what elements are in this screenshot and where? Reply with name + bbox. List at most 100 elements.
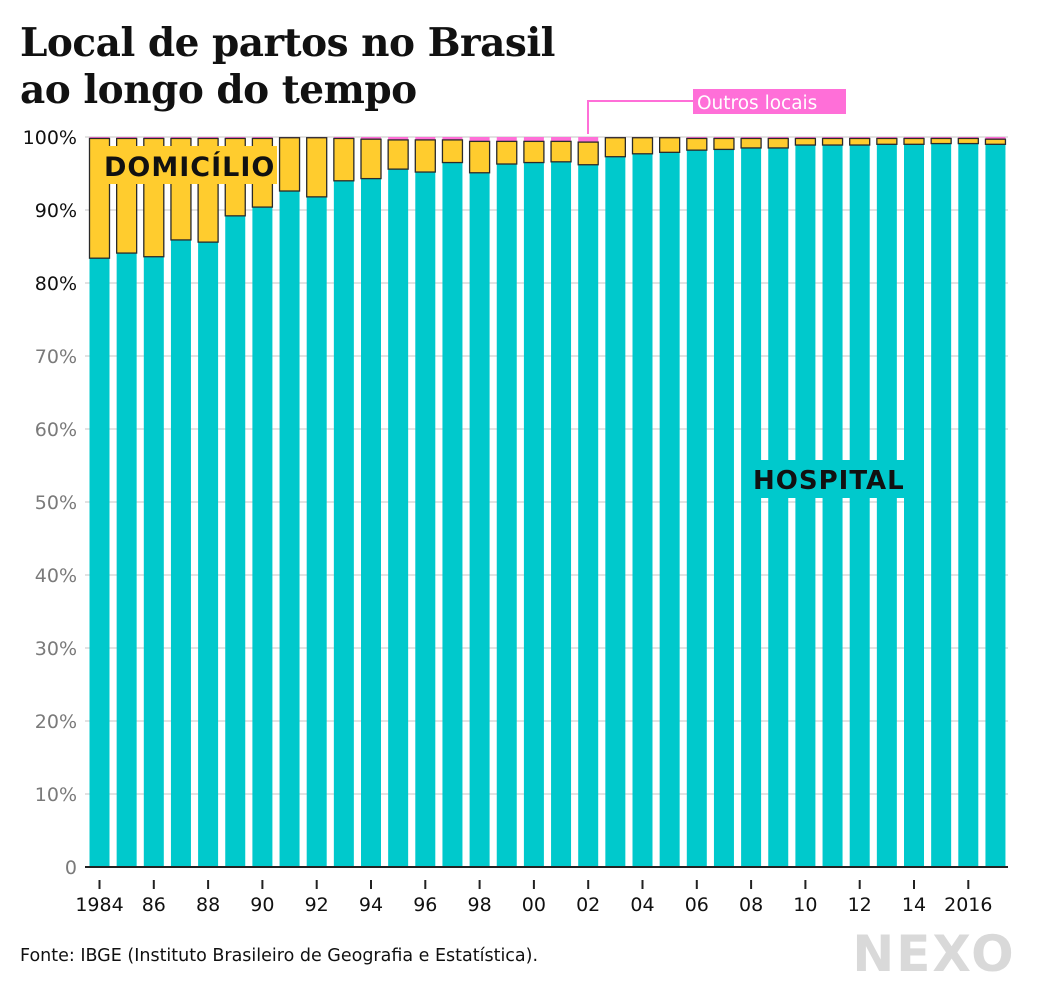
bar-segment-outros <box>198 137 219 139</box>
bar-segment-domicilio <box>360 138 382 180</box>
y-tick-label: 20% <box>35 711 77 733</box>
x-tick-label: 00 <box>522 894 546 916</box>
bar-segment-domicilio <box>441 139 464 164</box>
bar-segment-hospital <box>279 191 300 867</box>
x-tick-label: 14 <box>902 894 926 916</box>
bar-segment-outros <box>795 137 816 139</box>
bar-segment-outros <box>361 137 381 140</box>
bar-2008 <box>740 137 762 867</box>
bar-2007 <box>713 137 735 867</box>
bar-segment-hospital <box>116 253 137 867</box>
bars <box>88 137 1007 868</box>
bar-segment-outros <box>89 137 110 139</box>
bar-2012 <box>849 137 871 867</box>
bar-2011 <box>821 137 844 867</box>
bar-segment-domicilio <box>686 137 708 151</box>
bar-segment-outros <box>849 137 870 139</box>
bar-2005 <box>659 137 681 867</box>
bar-segment-hospital <box>904 144 924 868</box>
bar-segment-outros <box>252 137 273 139</box>
chart-title: Local de partos no Brasil ao longo do te… <box>20 20 555 114</box>
bar-segment-outros <box>523 137 544 142</box>
outros-annotation: Outros locais <box>587 89 846 134</box>
bar-1999 <box>496 137 518 867</box>
bar-segment-domicilio <box>577 141 599 166</box>
bar-2013 <box>876 137 898 868</box>
bar-segment-hospital <box>551 161 572 867</box>
bar-2004 <box>631 137 654 868</box>
bar-segment-hospital <box>143 256 164 868</box>
x-tick-label: 2016 <box>944 894 992 916</box>
bar-segment-domicilio <box>631 137 654 155</box>
bar-1990 <box>251 137 274 867</box>
bar-segment-hospital <box>659 152 680 867</box>
bar-segment-domicilio <box>713 137 735 151</box>
bar-segment-hospital <box>741 147 762 867</box>
bar-segment-domicilio <box>794 137 817 146</box>
x-tick-label: 08 <box>739 894 763 916</box>
bar-segment-hospital <box>795 145 816 867</box>
bar-segment-hospital <box>306 196 327 868</box>
bar-1987 <box>170 137 192 867</box>
bar-segment-domicilio <box>903 137 925 145</box>
bar-segment-domicilio <box>468 140 491 174</box>
bar-segment-outros <box>442 137 463 140</box>
bar-segment-outros <box>170 137 191 139</box>
bar-segment-hospital <box>849 145 870 867</box>
bar-segment-domicilio <box>984 138 1007 145</box>
bar-segment-hospital <box>170 239 191 867</box>
bar-1994 <box>360 137 382 868</box>
hospital-label: HOSPITAL <box>753 466 905 496</box>
x-axis-ticks: 1984 86 88 90 92 94 96 98 00 02 04 06 08 10 12 14 2016 <box>75 880 992 916</box>
bar-segment-hospital <box>198 242 219 867</box>
bar-segment-outros <box>768 137 789 139</box>
x-tick-label: 90 <box>250 894 274 916</box>
y-tick-label: 70% <box>35 346 77 368</box>
bar-segment-domicilio <box>659 137 681 153</box>
bar-segment-outros <box>496 137 517 142</box>
domicilio-label-background <box>95 146 277 184</box>
bar-segment-domicilio <box>930 137 952 145</box>
bar-segment-hospital <box>713 149 734 867</box>
bar-segment-outros <box>388 137 409 140</box>
bar-segment-hospital <box>361 178 381 868</box>
chart-title-line-2: ao longo do tempo <box>20 67 417 113</box>
nexo-logo-text: NEXO <box>852 926 1015 978</box>
bar-segment-hospital <box>469 172 490 867</box>
bar-2000 <box>523 137 545 868</box>
bar-segment-hospital <box>931 143 952 867</box>
bar-segment-domicilio <box>333 137 355 182</box>
bar-2006 <box>686 137 708 867</box>
bar-1988 <box>197 137 219 867</box>
bar-2003 <box>604 137 626 867</box>
y-tick-label: 0 <box>65 857 77 879</box>
bar-segment-hospital <box>985 144 1006 868</box>
bar-segment-outros <box>904 137 924 139</box>
bar-1992 <box>306 137 328 868</box>
bar-segment-outros <box>876 137 897 139</box>
bar-2016 <box>957 137 979 867</box>
source-note: Fonte: IBGE (Instituto Brasileiro de Geo… <box>20 946 539 966</box>
x-tick-label: 06 <box>685 894 709 916</box>
bar-segment-hospital <box>822 145 843 867</box>
bar-1989 <box>224 137 246 868</box>
bar-segment-outros <box>143 137 164 139</box>
y-tick-label: 10% <box>35 784 77 806</box>
hospital-label-background <box>746 460 918 498</box>
bar-segment-outros <box>686 137 707 139</box>
bar-segment-outros <box>713 137 734 139</box>
bar-segment-outros <box>985 137 1006 140</box>
bar-segment-domicilio <box>767 137 789 149</box>
bar-segment-domicilio <box>414 139 436 173</box>
bar-1984 <box>88 137 111 867</box>
bar-1985 <box>116 137 138 867</box>
domicilio-annotation: DOMICÍLIO <box>95 146 277 184</box>
bar-2010 <box>794 137 817 867</box>
bar-segment-domicilio <box>876 137 898 145</box>
bar-segment-domicilio <box>604 137 626 158</box>
bar-2009 <box>767 137 789 867</box>
bar-segment-hospital <box>876 144 897 868</box>
bar-segment-outros <box>551 137 572 142</box>
x-tick-label: 98 <box>468 894 492 916</box>
bar-1996 <box>414 137 436 868</box>
